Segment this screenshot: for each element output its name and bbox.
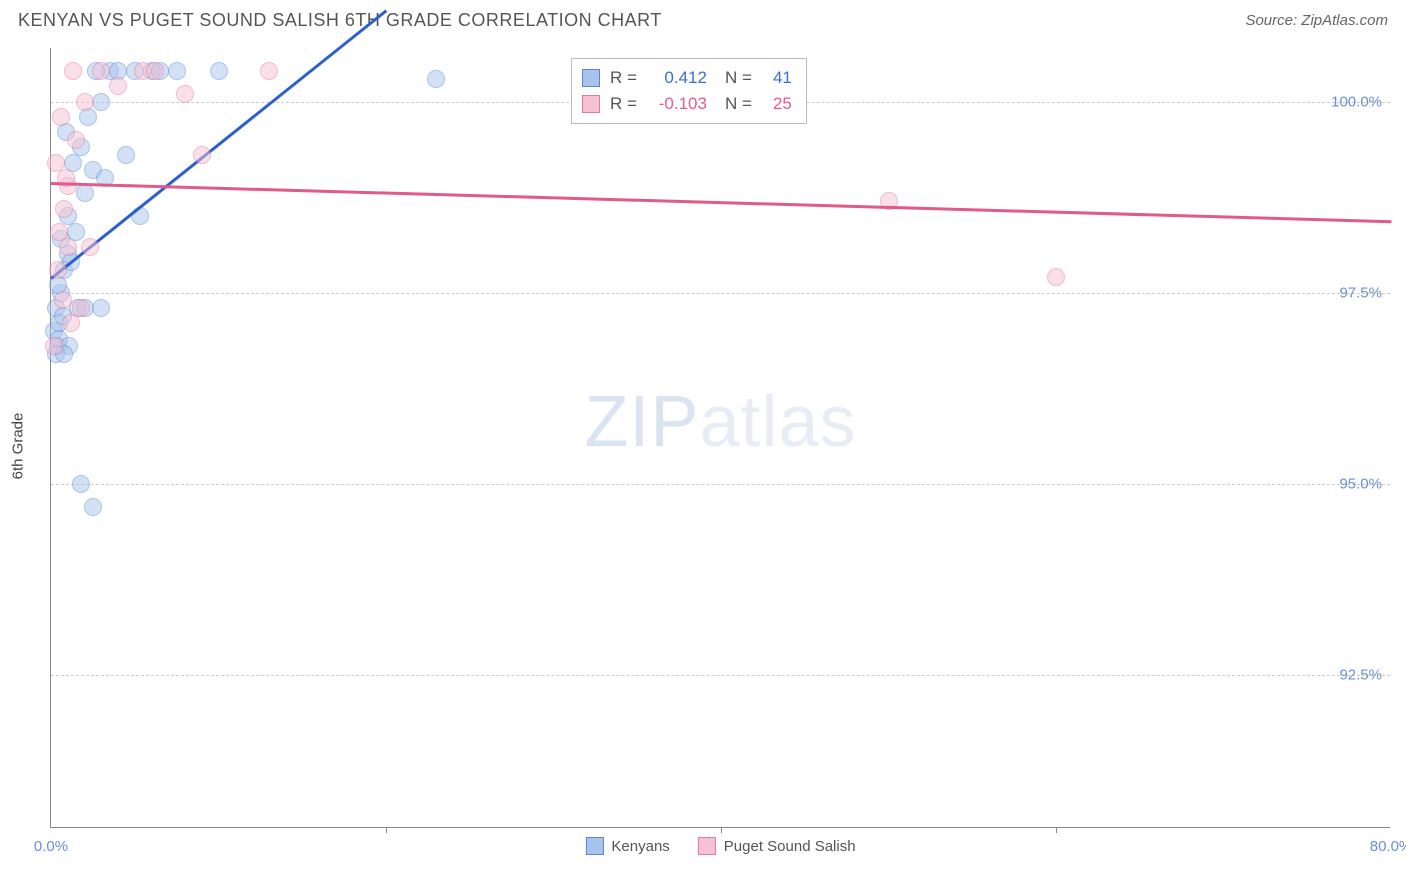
gridline-horizontal: [51, 484, 1390, 485]
series-swatch: [582, 69, 600, 87]
scatter-point: [55, 200, 73, 218]
y-tick-label: 100.0%: [1331, 93, 1382, 110]
chart-legend: Kenyans Puget Sound Salish: [585, 837, 855, 855]
y-tick-label: 97.5%: [1339, 284, 1382, 301]
scatter-point: [260, 62, 278, 80]
scatter-point: [67, 131, 85, 149]
r-value: -0.103: [647, 94, 707, 114]
x-minor-tick: [721, 827, 722, 833]
legend-item: Kenyans: [585, 837, 669, 855]
scatter-point: [76, 184, 94, 202]
scatter-point: [81, 238, 99, 256]
scatter-point: [59, 238, 77, 256]
scatter-point: [72, 475, 90, 493]
scatter-point: [427, 70, 445, 88]
trend-line: [50, 10, 387, 280]
y-tick-label: 92.5%: [1339, 667, 1382, 684]
scatter-point: [146, 62, 164, 80]
n-value: 25: [762, 94, 792, 114]
stats-row: R = 0.412 N = 41: [582, 65, 792, 91]
scatter-point: [210, 62, 228, 80]
scatter-point: [76, 93, 94, 111]
r-value: 0.412: [647, 68, 707, 88]
scatter-point: [92, 93, 110, 111]
legend-label: Puget Sound Salish: [724, 838, 856, 855]
gridline-horizontal: [51, 293, 1390, 294]
scatter-point: [72, 299, 90, 317]
scatter-point: [45, 337, 63, 355]
stat-label: R =: [610, 68, 637, 88]
scatter-point: [92, 299, 110, 317]
scatter-point: [109, 77, 127, 95]
scatter-point: [54, 291, 72, 309]
gridline-horizontal: [51, 675, 1390, 676]
scatter-point: [79, 108, 97, 126]
legend-swatch: [585, 837, 603, 855]
legend-label: Kenyans: [611, 838, 669, 855]
stats-row: R = -0.103 N = 25: [582, 91, 792, 117]
n-value: 41: [762, 68, 792, 88]
y-axis-label: 6th Grade: [10, 413, 27, 480]
scatter-chart: ZIPatlas 92.5%95.0%97.5%100.0%0.0%80.0%R…: [50, 48, 1390, 828]
scatter-point: [117, 146, 135, 164]
scatter-point: [84, 498, 102, 516]
scatter-point: [52, 108, 70, 126]
y-tick-label: 95.0%: [1339, 475, 1382, 492]
scatter-point: [176, 85, 194, 103]
correlation-stats-box: R = 0.412 N = 41 R = -0.103 N = 25: [571, 58, 807, 124]
stat-label: N =: [725, 68, 752, 88]
stat-label: N =: [725, 94, 752, 114]
scatter-point: [92, 62, 110, 80]
source-attribution: Source: ZipAtlas.com: [1245, 12, 1388, 29]
series-swatch: [582, 95, 600, 113]
x-tick-label: 0.0%: [34, 838, 68, 855]
scatter-point: [193, 146, 211, 164]
trend-line: [51, 182, 1391, 223]
chart-title: KENYAN VS PUGET SOUND SALISH 6TH GRADE C…: [18, 10, 662, 31]
x-tick-label: 80.0%: [1370, 838, 1406, 855]
scatter-point: [62, 314, 80, 332]
stat-label: R =: [610, 94, 637, 114]
x-minor-tick: [1056, 827, 1057, 833]
x-minor-tick: [386, 827, 387, 833]
watermark: ZIPatlas: [584, 381, 856, 463]
scatter-point: [1047, 268, 1065, 286]
legend-item: Puget Sound Salish: [698, 837, 856, 855]
chart-header: KENYAN VS PUGET SOUND SALISH 6TH GRADE C…: [0, 0, 1406, 37]
scatter-point: [64, 62, 82, 80]
legend-swatch: [698, 837, 716, 855]
scatter-point: [168, 62, 186, 80]
scatter-point: [49, 261, 67, 279]
